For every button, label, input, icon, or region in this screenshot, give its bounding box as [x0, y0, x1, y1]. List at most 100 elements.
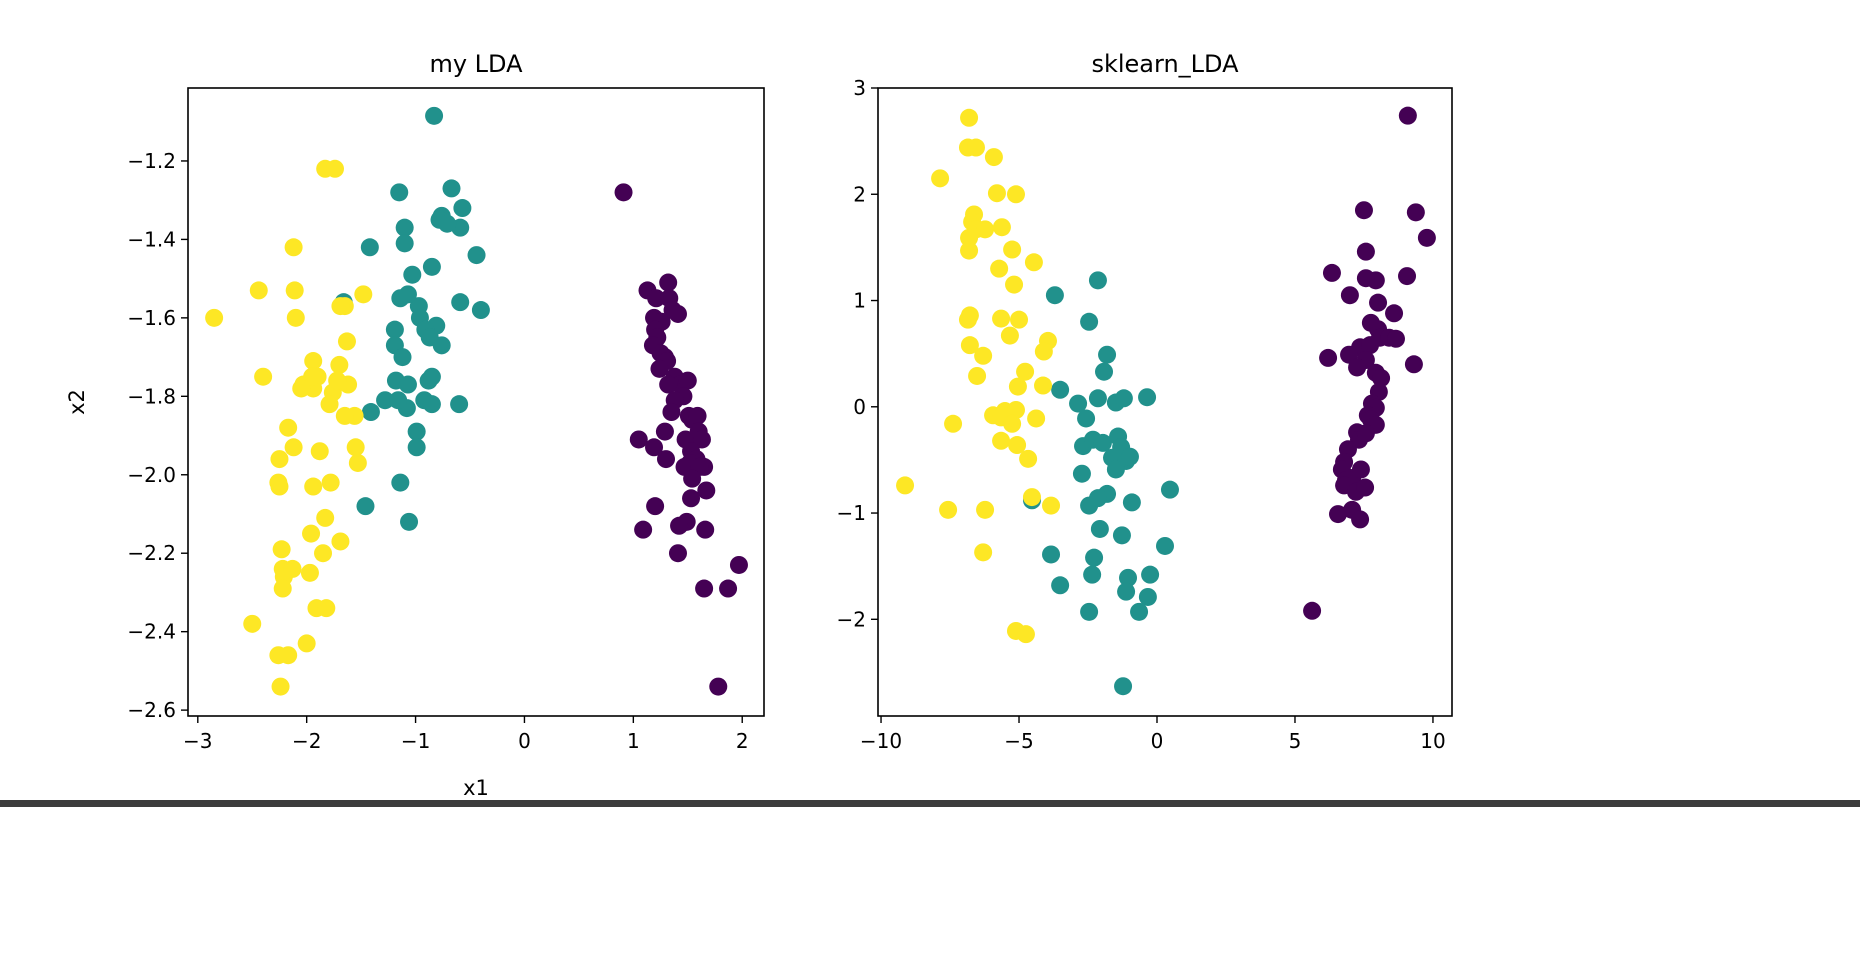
- scatter-point: [659, 375, 678, 394]
- scatter-point: [668, 544, 687, 563]
- scatter-point: [438, 214, 457, 233]
- scatter-point: [719, 579, 738, 598]
- scatter-point: [1404, 355, 1423, 374]
- scatter-point: [376, 391, 395, 410]
- scatter-point: [321, 473, 340, 492]
- scatter-point: [896, 476, 915, 495]
- scatter-point: [1098, 345, 1117, 364]
- x-tick-label: 10: [1420, 729, 1445, 753]
- x-tick-label: −1: [401, 729, 430, 753]
- scatter-point: [976, 500, 995, 519]
- scatter-point: [1080, 312, 1099, 331]
- y-tick-label: −2.4: [127, 620, 176, 644]
- scatter-point: [398, 285, 417, 304]
- scatter-point: [1406, 203, 1425, 222]
- scatter-point: [1088, 271, 1107, 290]
- scatter-point: [1051, 380, 1070, 399]
- scatter-point: [320, 395, 339, 414]
- scatter-point: [400, 512, 419, 531]
- scatter-point: [1386, 329, 1405, 348]
- scatter-point: [1138, 388, 1157, 407]
- subplot-my-lda: my LDA x1 x2 −3 −2 −1 0 1 2 −2.6 −2.4 −2.2 −2.0 −1…: [65, 50, 765, 800]
- scatter-point: [1003, 414, 1022, 433]
- scatter-point: [646, 497, 665, 516]
- scatter-point: [1000, 326, 1019, 345]
- scatter-point: [682, 489, 701, 508]
- scatter-point: [395, 218, 414, 237]
- scatter-point: [960, 241, 979, 260]
- scatter-point: [243, 614, 262, 633]
- scatter-point: [678, 371, 697, 390]
- scatter-point: [960, 336, 979, 355]
- scatter-point: [634, 520, 653, 539]
- y-tick-label: −2.0: [127, 463, 176, 487]
- scatter-point: [284, 438, 303, 457]
- y-tick-label: −2.6: [127, 698, 176, 722]
- scatter-point: [316, 508, 335, 527]
- scatter-point: [1051, 576, 1070, 595]
- scatter-point: [1141, 565, 1160, 584]
- scatter-point: [1329, 505, 1348, 524]
- scatter-point: [692, 430, 711, 449]
- scatter-point: [1045, 286, 1064, 305]
- scatter-point: [655, 422, 674, 441]
- scatter-point: [335, 406, 354, 425]
- scatter-point: [990, 259, 1009, 278]
- scatter-point: [1010, 310, 1029, 329]
- scatter-point: [987, 184, 1006, 203]
- scatter-point: [1019, 449, 1038, 468]
- scatter-point: [407, 438, 426, 457]
- scatter-point: [390, 183, 409, 202]
- scatter-point: [1003, 240, 1022, 259]
- scatter-point: [279, 646, 298, 665]
- x-tick-label: 2: [736, 729, 749, 753]
- y-tick-label: −1.6: [127, 306, 176, 330]
- scatter-point: [1117, 582, 1136, 601]
- y-tick-label: −2.2: [127, 541, 176, 565]
- scatter-point: [629, 430, 648, 449]
- y-tick-label: 3: [853, 76, 866, 100]
- scatter-point: [385, 320, 404, 339]
- axes-frame: [187, 87, 765, 717]
- scatter-point: [695, 579, 714, 598]
- scatter-point: [1120, 447, 1139, 466]
- scatter-point: [1417, 228, 1436, 247]
- scatter-point: [361, 403, 380, 422]
- figure: my LDA x1 x2 −3 −2 −1 0 1 2−2.6−2.4−2.2−2.0−1…: [65, 50, 1453, 800]
- scatter-point: [958, 310, 977, 329]
- scatter-point: [1114, 677, 1133, 696]
- scatter-point: [273, 579, 292, 598]
- scatter-point: [1093, 433, 1112, 452]
- scatter-point: [407, 422, 426, 441]
- scatter-point: [1005, 275, 1024, 294]
- scatter-point: [270, 477, 289, 496]
- scatter-point: [1351, 510, 1370, 529]
- scatter-point: [271, 677, 290, 696]
- y-tick-label: −2: [837, 607, 866, 631]
- y-tick-label: −1: [837, 501, 866, 525]
- scatter-point: [286, 308, 305, 327]
- scatter-point: [422, 395, 441, 414]
- x-tick-label: 0: [1151, 729, 1164, 753]
- scatter-point: [310, 442, 329, 461]
- scatter-point: [1322, 263, 1341, 282]
- scatter-point: [205, 308, 224, 327]
- scatter-point: [1348, 358, 1367, 377]
- scatter-point: [668, 304, 687, 323]
- scatter-point: [360, 238, 379, 257]
- scatter-point: [650, 359, 669, 378]
- scatter-point: [422, 367, 441, 386]
- scatter-point: [1372, 369, 1391, 388]
- scatter-point: [403, 265, 422, 284]
- scatter-point: [398, 375, 417, 394]
- scatter-point: [471, 301, 490, 320]
- y-tick-label: −1.8: [127, 384, 176, 408]
- scatter-point: [297, 634, 316, 653]
- scatter-point: [1008, 377, 1027, 396]
- scatter-point: [300, 563, 319, 582]
- scatter-points: [205, 106, 748, 696]
- scatter-point: [356, 497, 375, 516]
- scatter-point: [992, 431, 1011, 450]
- scatter-point: [270, 450, 289, 469]
- chart-title: my LDA: [429, 50, 523, 78]
